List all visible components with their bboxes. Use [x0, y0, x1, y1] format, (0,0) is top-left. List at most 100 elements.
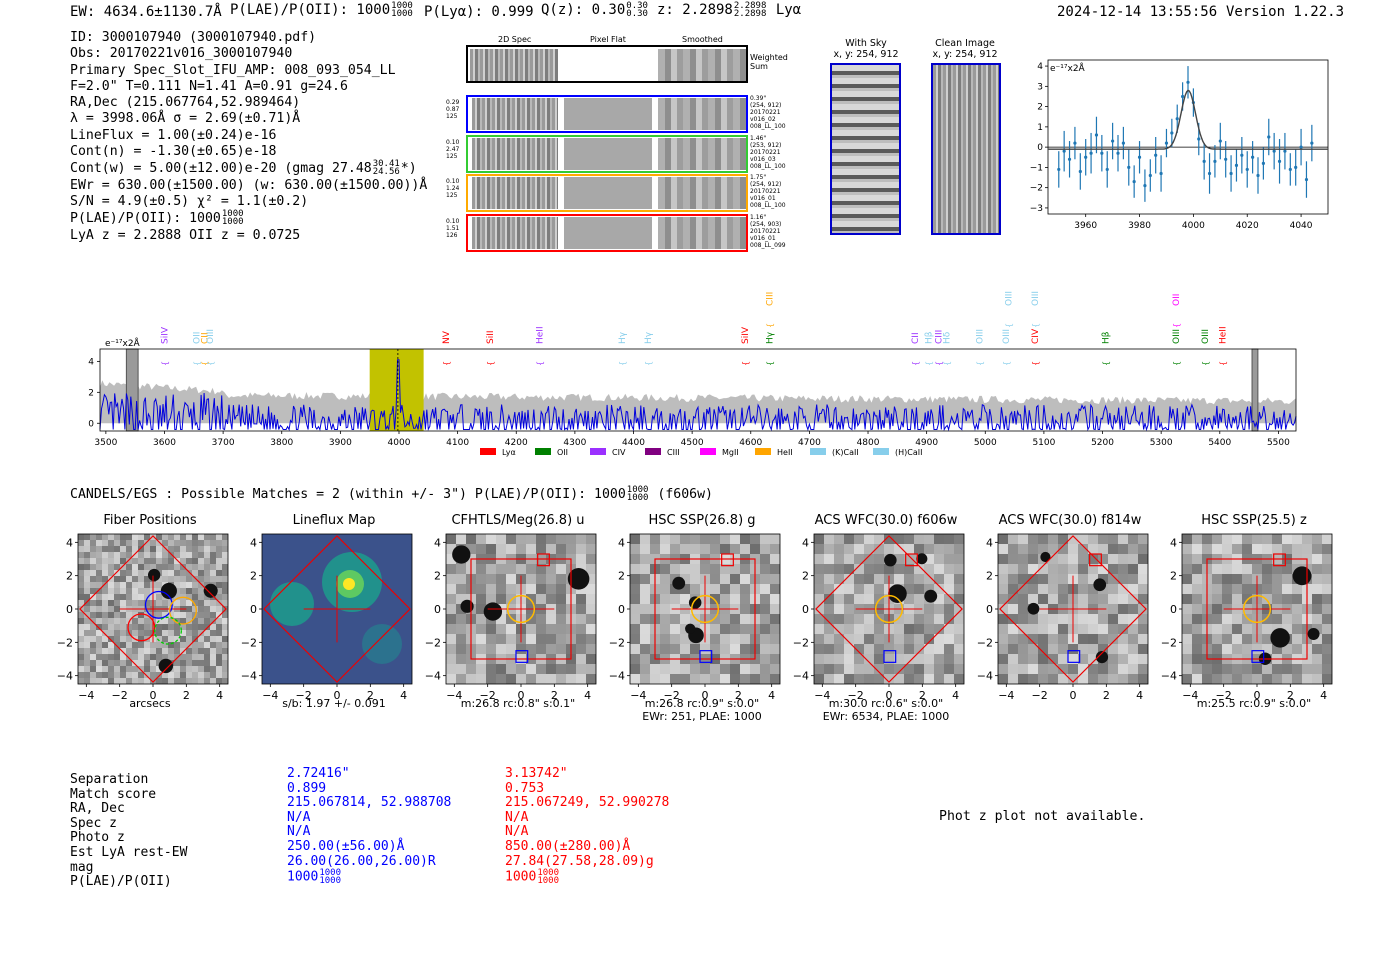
cutout-source [1093, 578, 1107, 592]
legend-label: CIII [667, 448, 680, 457]
cutout-xtick-label: −2 [664, 689, 680, 702]
cutout-pixel [216, 654, 222, 660]
cutout-pixel [132, 630, 138, 636]
zoom-data-point [1277, 159, 1282, 163]
zoom-data-point [1094, 133, 1099, 137]
cutout-pixel [102, 636, 108, 642]
cutout-pixel [536, 674, 546, 684]
cutout-pixel [120, 570, 126, 576]
emission-line-label: OIII [975, 329, 985, 344]
cutout-pixel [466, 544, 476, 554]
cutout-pixel [576, 634, 586, 644]
cutout-pixel [630, 584, 640, 594]
cutout-pixel [1242, 664, 1252, 674]
cutout-pixel [204, 666, 210, 672]
cutout-pixel [1242, 594, 1252, 604]
cutout-pixel [1048, 594, 1058, 604]
cutout-pixel [114, 570, 120, 576]
cutout-pixel [1078, 624, 1088, 634]
cutout-pixel [132, 558, 138, 564]
cutout-pixel [864, 644, 874, 654]
cutout-pixel [78, 600, 84, 606]
cutout-pixel [1212, 594, 1222, 604]
cutout-pixel [720, 614, 730, 624]
cutout-pixel [1222, 674, 1232, 684]
cutout-pixel [1222, 594, 1232, 604]
cutout-pixel [1192, 544, 1202, 554]
cutout-pixel [180, 546, 186, 552]
cutout-pixel [114, 624, 120, 630]
emission-line-marker: Hγ{ [618, 331, 628, 366]
spec2d-image [472, 137, 558, 170]
cutout-pixel [156, 564, 162, 570]
cutout-pixel [120, 654, 126, 660]
cutout-pixel [150, 648, 156, 654]
cutout-pixel [180, 582, 186, 588]
cutout-title: HSC SSP(25.5) z [1201, 513, 1307, 528]
cutout-pixel [174, 642, 180, 648]
header-plya: P(Lyα): 0.999 [424, 4, 534, 20]
cutout-pixel [174, 624, 180, 630]
cutout-pixel [1232, 624, 1242, 634]
cutout-pixel [108, 660, 114, 666]
label-match-score: Match score [70, 786, 157, 802]
cutout-pixel [944, 664, 954, 674]
cutout-ytick-label: 4 [66, 536, 73, 549]
match-box-blue [699, 650, 713, 663]
pixel-flat-image [564, 137, 652, 170]
cutout-pixel [496, 624, 506, 634]
cutout-pixel [1028, 614, 1038, 624]
cutout-pixel [198, 582, 204, 588]
cutout-pixel [108, 600, 114, 606]
cutout-pixel [168, 534, 174, 540]
cutout-pixel [192, 576, 198, 582]
cutout-pixel [884, 564, 894, 574]
col-header-smoothed: Smoothed [682, 35, 723, 44]
cutout-pixel [650, 664, 660, 674]
cutout-pixel [546, 564, 556, 574]
cutout-pixel [126, 600, 132, 606]
cutout-pixel [1242, 644, 1252, 654]
cutout-pixel [96, 642, 102, 648]
cutout-pixel [854, 554, 864, 564]
cutout-pixel [1242, 674, 1252, 684]
cutout-pixel [222, 672, 228, 678]
spec2d-stats: 0.10 1.24 125 [446, 178, 459, 199]
cutout-pixel [126, 678, 132, 684]
cutout-pixel [770, 564, 780, 574]
cutout-pixel [670, 544, 680, 554]
cutout-pixel [1108, 664, 1118, 674]
cutout-pixel [760, 534, 770, 544]
cutout-pixel [1272, 574, 1282, 584]
legend-swatch [480, 448, 496, 455]
spec2d-image [472, 216, 558, 249]
cutout-pixel [144, 576, 150, 582]
cutout-pixel [186, 636, 192, 642]
cutout-pixel [496, 534, 506, 544]
emission-line-brace: { [943, 361, 952, 366]
cutout-pixel [446, 584, 456, 594]
cutout-pixel [168, 600, 174, 606]
cutout-pixel [770, 624, 780, 634]
cutout-pixel [1098, 534, 1108, 544]
cutout-pixel [126, 558, 132, 564]
cutout-title: ACS WFC(30.0) f606w [814, 513, 958, 528]
cutout-pixel [168, 672, 174, 678]
cutout-pixel [690, 564, 700, 574]
cutout-pixel [1322, 564, 1332, 574]
cutout-pixel [1128, 624, 1138, 634]
cutout-pixel [506, 544, 516, 554]
cutout-pixel [84, 540, 90, 546]
cutout-pixel [1028, 634, 1038, 644]
cutout-pixel [162, 642, 168, 648]
cutout-pixel [108, 648, 114, 654]
cutout-pixel [770, 594, 780, 604]
cutout-pixel [1098, 624, 1108, 634]
spectrum-xtick-label: 4400 [622, 438, 645, 448]
zoom-data-point [1121, 141, 1125, 145]
ifu-footprint [999, 535, 1147, 683]
cutout-pixel [186, 618, 192, 624]
cutout-pixel [84, 576, 90, 582]
cutout-pixel [168, 642, 174, 648]
cutout-pixel [84, 660, 90, 666]
